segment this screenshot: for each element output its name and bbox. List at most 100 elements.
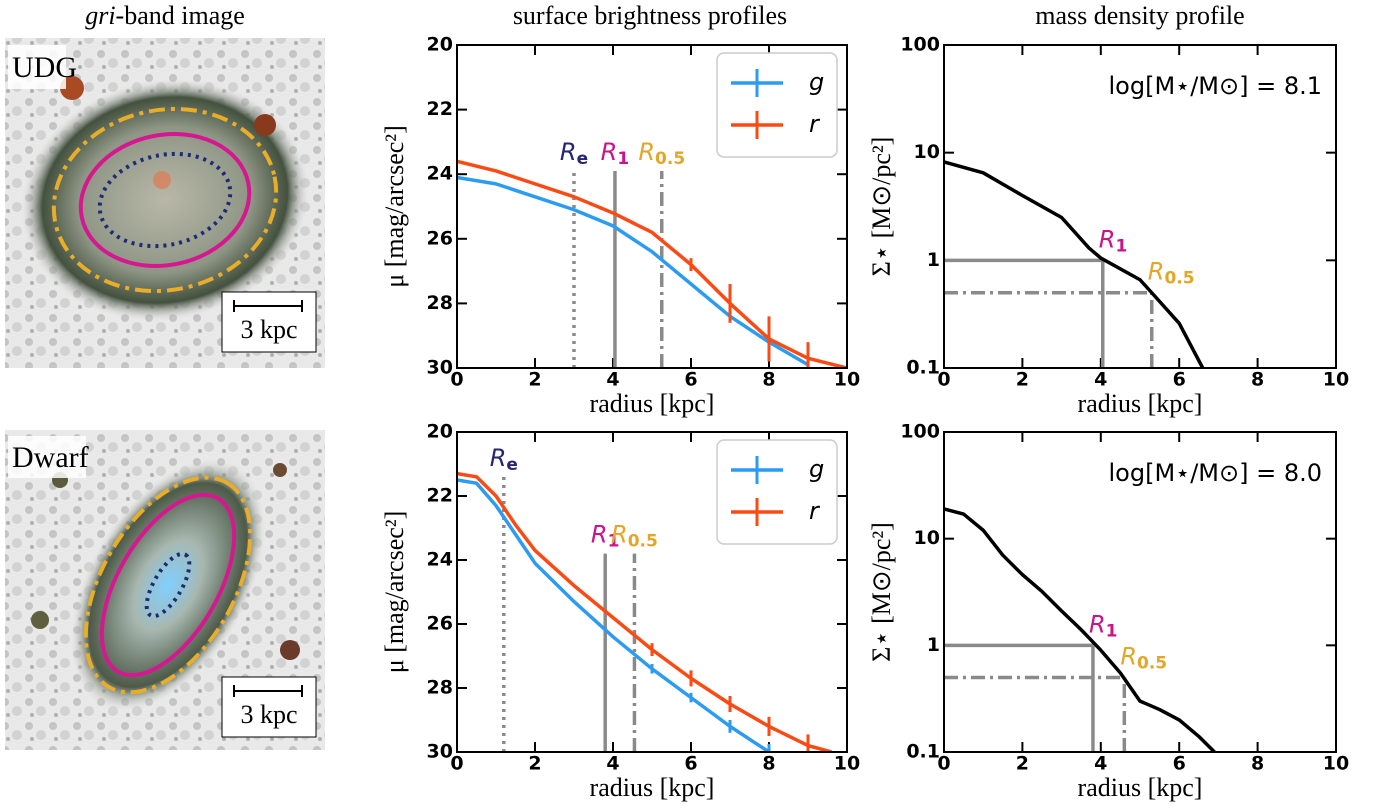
marker-label: R1 (591, 521, 620, 552)
x-axis-label: radius [kpc] (1078, 389, 1203, 418)
legend-box (716, 52, 838, 158)
plot-frame (456, 44, 848, 369)
legend-box (716, 439, 838, 545)
x-tick-label: 6 (1173, 369, 1186, 391)
annotation: log[M⋆/M⊙] = 8.1 (1109, 72, 1322, 100)
x-tick-label: 0 (450, 369, 463, 391)
x-tick-label: 4 (606, 369, 619, 391)
y-tick-label: 10 (914, 141, 940, 163)
marker-label: R0.5 (638, 138, 685, 169)
x-tick-label: 0 (937, 753, 950, 775)
y-tick-label: 0.1 (906, 741, 940, 763)
y-tick-label: 30 (427, 357, 453, 379)
plot-frame (456, 431, 848, 753)
marker-name: R (591, 521, 608, 549)
y-axis-label: Σ⋆ [M⊙/pc²] (867, 522, 896, 662)
marker-name: R (611, 521, 628, 549)
y-tick-label: 20 (427, 34, 453, 56)
chart: 0 2 4 6 8 10 0.1 1 10 100 radius [kpc] Σ⋆ [M⊙/pc²] R… (867, 34, 1349, 418)
marker-sub: 0.5 (1137, 653, 1167, 673)
x-axis-label: radius [kpc] (590, 773, 715, 802)
series-line (944, 160, 1205, 368)
annotation: log[M⋆/M⊙] = 8.0 (1109, 459, 1322, 487)
y-tick-label: 24 (427, 549, 453, 571)
marker-name: R (1089, 610, 1106, 638)
series-line (457, 175, 809, 367)
legend-label: r (809, 110, 821, 138)
udg-image: UDG 3 kpc (5, 38, 325, 368)
profiles-header: surface brightness profiles (513, 1, 787, 30)
plot-area (944, 507, 1216, 752)
y-tick-label: 0.1 (906, 357, 940, 379)
series-line (457, 478, 770, 752)
x-tick-label: 2 (528, 753, 541, 775)
marker-label: Re (560, 138, 588, 169)
series-line (457, 159, 847, 368)
dwarf-image: Dwarf 3 kpc (5, 430, 325, 750)
marker-name: R (1148, 258, 1165, 286)
y-tick-label: 28 (427, 677, 453, 699)
marker-sub: 1 (617, 149, 629, 169)
y-tick-label: 26 (427, 227, 453, 249)
scale-bar-label: 3 kpc (240, 315, 297, 344)
plot-area (457, 471, 832, 752)
plot-frame (943, 431, 1337, 753)
y-tick-label: 100 (900, 34, 940, 56)
x-tick-label: 2 (528, 369, 541, 391)
plot-area (944, 160, 1205, 368)
marker-sub: 0.5 (655, 149, 685, 169)
y-tick-label: 10 (914, 527, 940, 549)
marker-sub: 1 (1115, 236, 1127, 256)
x-tick-label: 6 (684, 369, 697, 391)
x-tick-label: 10 (834, 369, 860, 391)
mass-header: mass density profile (1035, 1, 1244, 30)
x-tick-label: 2 (1016, 753, 1029, 775)
x-tick-label: 0 (450, 753, 463, 775)
legend-label: g (809, 455, 824, 483)
y-tick-label: 22 (427, 98, 453, 120)
y-axis-label: Σ⋆ [M⊙/pc²] (867, 137, 896, 277)
marker-label: R0.5 (1120, 642, 1167, 673)
image-label: Dwarf (12, 441, 89, 474)
marker-name: R (1120, 642, 1137, 670)
x-tick-label: 6 (1173, 753, 1186, 775)
x-axis-label: radius [kpc] (1078, 773, 1203, 802)
x-axis-label: radius [kpc] (590, 389, 715, 418)
scale-bar-label: 3 kpc (240, 700, 297, 729)
marker-sub: 0.5 (628, 532, 658, 552)
x-tick-label: 8 (762, 753, 775, 775)
y-tick-label: 1 (927, 634, 940, 656)
y-tick-label: 24 (427, 163, 453, 185)
y-tick-label: 28 (427, 292, 453, 314)
header-italic: gri (85, 1, 115, 30)
marker-label: R1 (1099, 225, 1128, 256)
x-tick-label: 8 (1251, 753, 1264, 775)
marker-name: R (601, 138, 618, 166)
marker-sub: 0.5 (1164, 269, 1194, 289)
x-tick-label: 4 (1094, 753, 1107, 775)
marker-label: R0.5 (1148, 258, 1195, 289)
x-tick-label: 2 (1016, 369, 1029, 391)
x-tick-label: 10 (834, 753, 860, 775)
y-tick-label: 1 (927, 249, 940, 271)
marker-label: R0.5 (611, 521, 658, 552)
y-axis-label: μ [mag/arcsec²] (380, 511, 409, 673)
y-tick-label: 22 (427, 485, 453, 507)
header-text: -band image (116, 1, 245, 30)
x-tick-label: 10 (1323, 369, 1349, 391)
legend-label: r (809, 497, 821, 525)
marker-name: R (1099, 225, 1116, 253)
image-label: UDG (12, 51, 77, 84)
marker-label: Re (490, 444, 518, 475)
plot-area (457, 159, 847, 368)
marker-sub: 1 (1106, 621, 1118, 641)
marker-sub: 1 (608, 532, 620, 552)
y-tick-label: 30 (427, 741, 453, 763)
y-axis-label: μ [mag/arcsec²] (380, 125, 409, 287)
y-tick-label: 100 (900, 421, 940, 443)
image-header: gri-band image (85, 1, 245, 30)
marker-name: R (560, 138, 577, 166)
x-tick-label: 8 (1251, 369, 1264, 391)
